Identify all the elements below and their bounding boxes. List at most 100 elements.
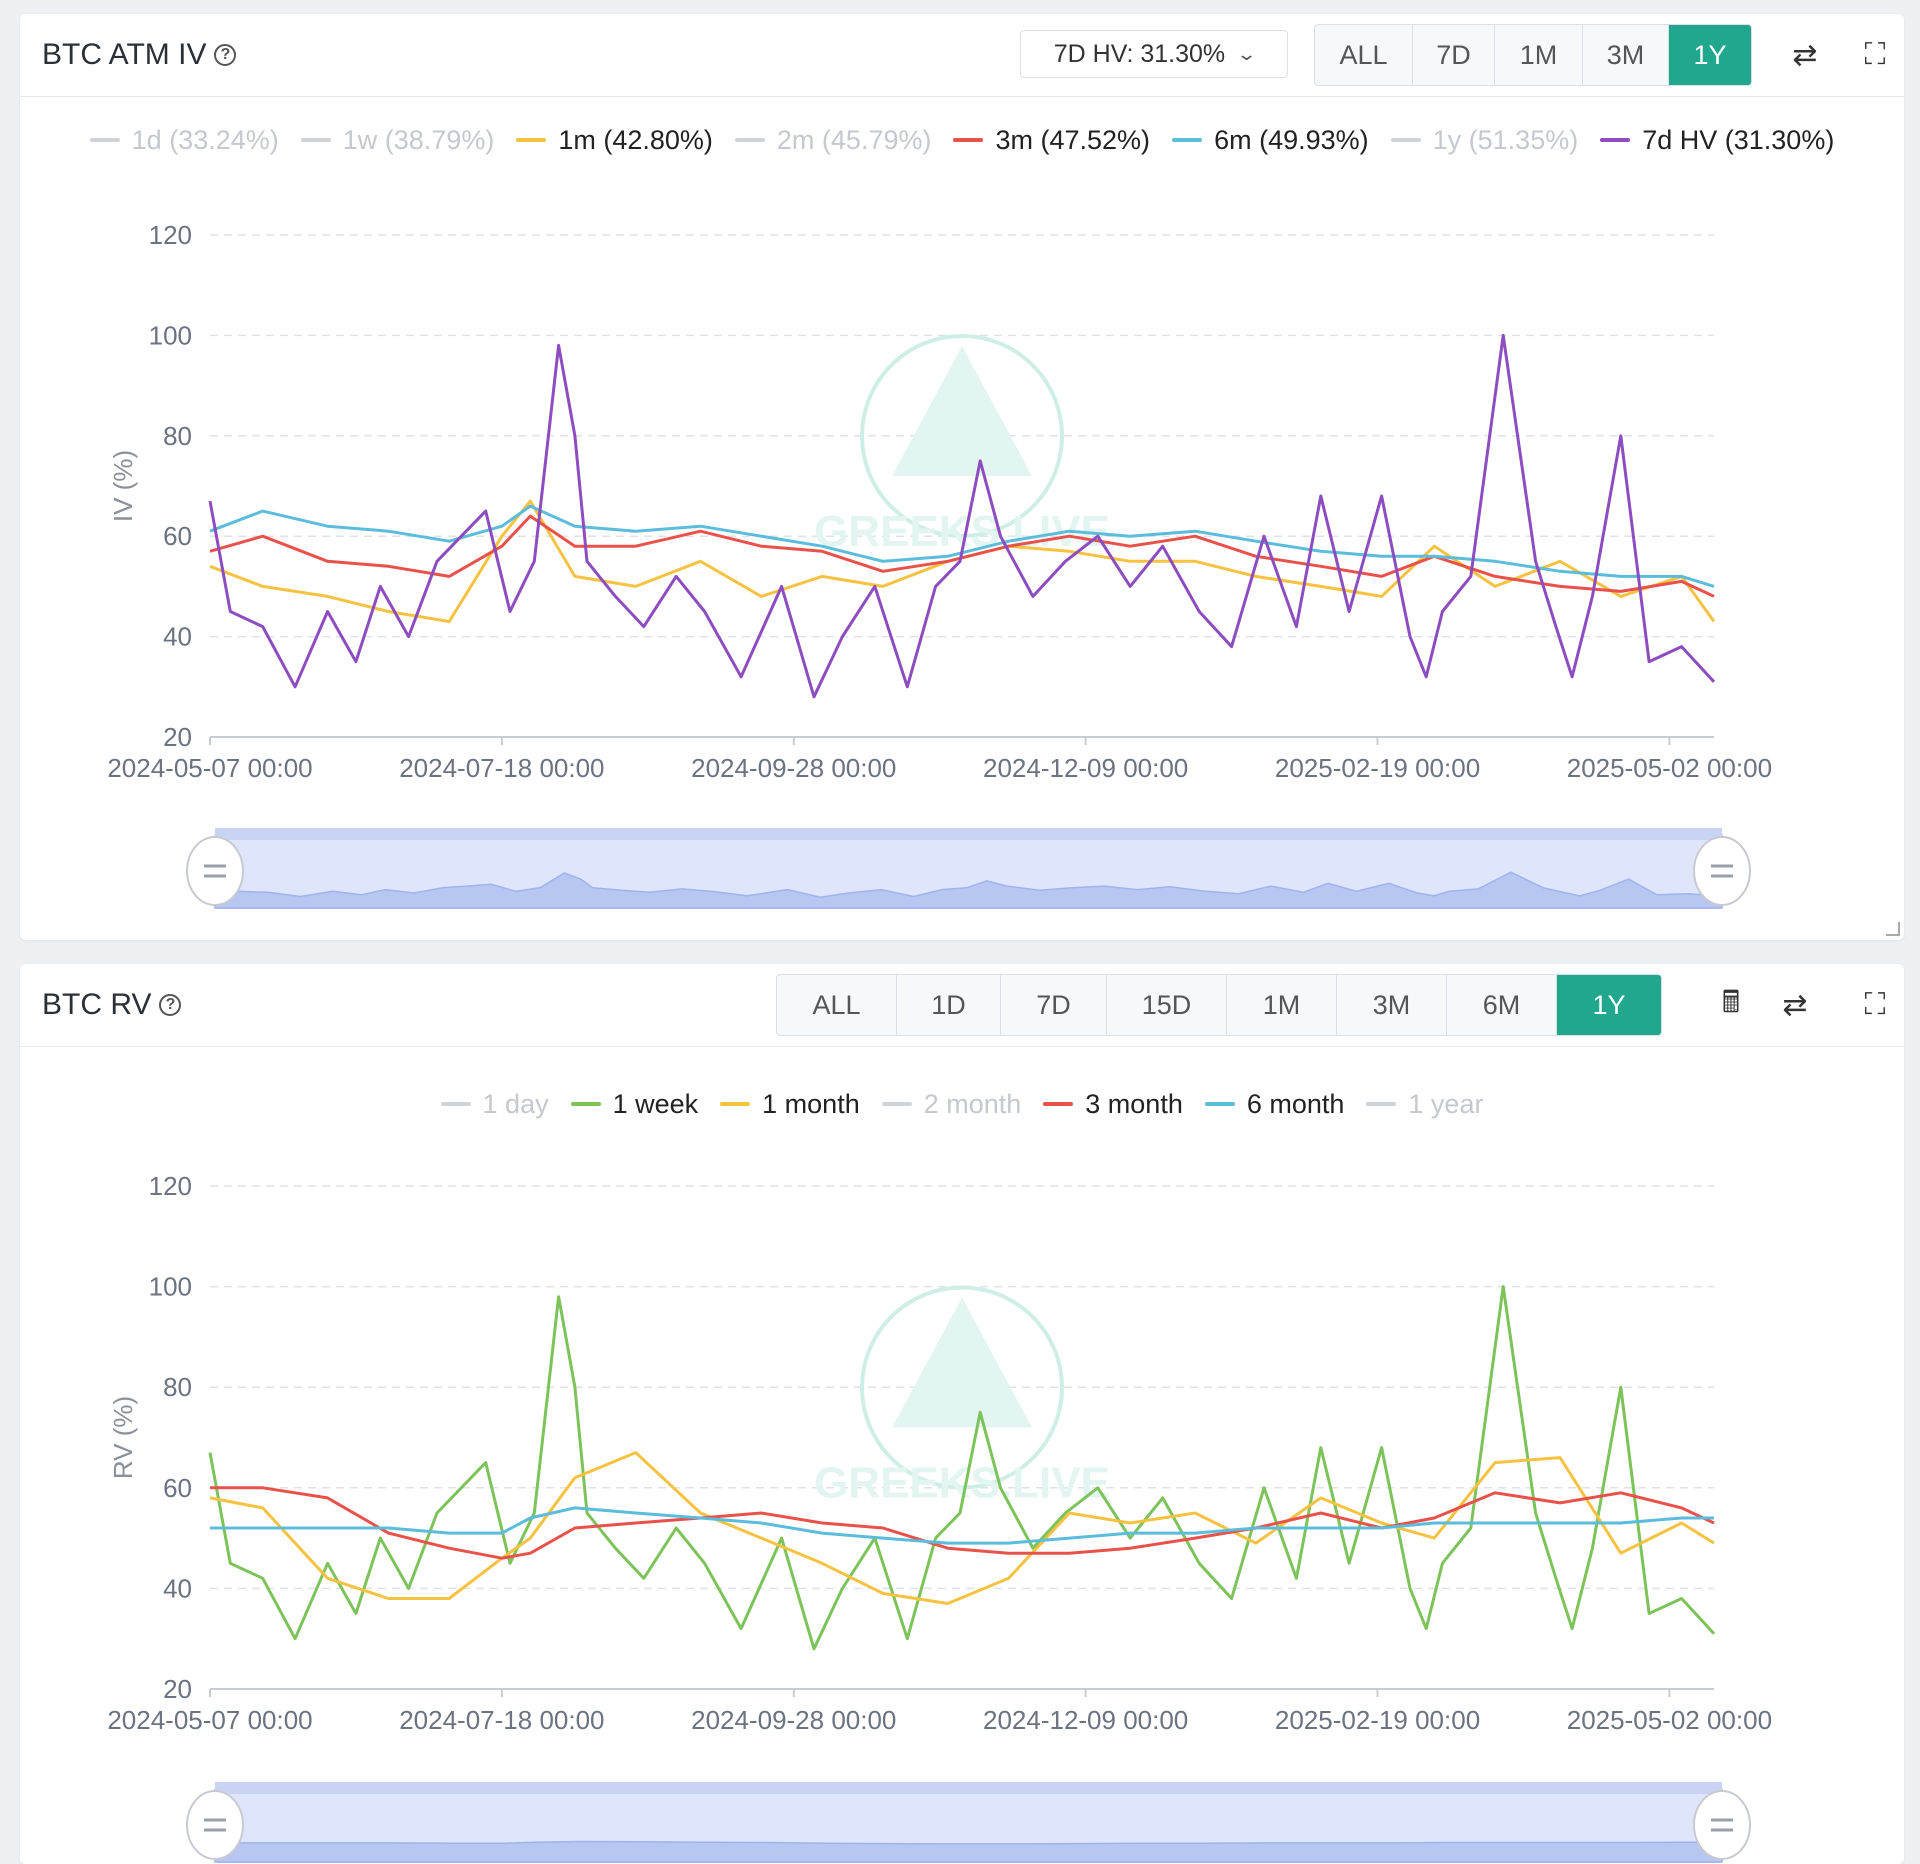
watermark-logo-icon [892,1297,1032,1428]
legend-label: 6m (49.93%) [1214,124,1369,155]
y-axis-label: IV (%) [108,450,138,522]
legend-item[interactable]: 3m (47.52%) [953,125,1150,156]
series-line [208,333,1716,699]
zoom-slider-handle[interactable] [1693,836,1751,906]
legend-label: 1 day [482,1088,549,1119]
range-button-6m[interactable]: 6M [1447,975,1557,1035]
legend-label: 1y (51.35%) [1432,124,1579,155]
x-tick-label: 2025-05-02 00:00 [1567,1705,1772,1735]
legend-item[interactable]: 2m (45.79%) [734,124,932,156]
iv-range-buttons: ALL 7D 1M 3M 1Y [1314,24,1752,86]
rv-chart: 20 40 60 80 100 120 2024-05-07 00:00 2024-07-18… [107,1171,1772,1863]
watermark-logo-icon [860,1285,1064,1490]
legend-item[interactable]: 2 month [881,1088,1022,1120]
x-tick-label: 2024-12-09 00:00 [983,1705,1188,1735]
legend-swatch [881,1102,912,1106]
x-tick-label: 2024-07-18 00:00 [399,753,604,783]
legend-item[interactable]: 1w (38.79%) [300,124,495,156]
range-button-1d[interactable]: 1D [897,975,1001,1035]
resize-handle-icon[interactable] [1886,922,1900,936]
help-icon[interactable]: ? [214,44,237,66]
calculator-icon[interactable]: 🖩 [1722,985,1740,1019]
y-tick-label: 60 [163,521,192,551]
legend-item[interactable]: 1 year [1366,1089,1483,1120]
range-button-1m[interactable]: 1M [1227,975,1337,1035]
rv-panel-header: BTC RV ? ALL 1D 7D 15D 1M 3M 6M 1Y 🖩 ⇄ ⛶ [20,964,1904,1047]
legend-label: 2m (45.79%) [776,124,932,155]
hv-select-dropdown[interactable]: 7D HV: 31.30% ⌄ [1020,30,1288,78]
legend-label: 3m (47.52%) [995,124,1151,155]
series-line [209,1451,1715,1605]
y-tick-label: 80 [163,1372,192,1402]
help-icon[interactable]: ? [159,994,182,1016]
range-button-7d[interactable]: 7D [1001,975,1107,1035]
legend-swatch [1390,138,1421,142]
series-line [210,1506,1714,1545]
rv-legend: 1 day 1 week 1 month 2 month 3 month 6 month 1… [20,1084,1904,1124]
legend-label: 1 month [762,1088,860,1119]
legend-label: 6 month [1246,1088,1345,1119]
y-tick-label: 120 [149,1171,192,1201]
watermark-logo-icon [860,334,1064,538]
legend-item[interactable]: 1 month [720,1089,860,1120]
legend-swatch [570,1102,601,1106]
y-axis-label: RV (%) [108,1396,138,1479]
legend-item[interactable]: 1m (42.80%) [516,125,713,156]
legend-item[interactable]: 3 month [1043,1089,1183,1120]
iv-panel: BTC ATM IV ? 7D HV: 31.30% ⌄ ALL 7D 1M 3M 1Y… [20,14,1904,940]
zoom-slider-handle[interactable] [1693,1790,1751,1860]
x-tick-label: 2024-09-28 00:00 [691,753,896,783]
x-tick-label: 2024-05-07 00:00 [107,753,312,783]
legend-item[interactable]: 6 month [1204,1088,1345,1120]
legend-label: 1w (38.79%) [342,124,495,155]
range-button-15d[interactable]: 15D [1107,975,1227,1035]
legend-swatch [1600,138,1631,142]
y-tick-label: 60 [163,1473,192,1503]
zoom-slider-handle[interactable] [186,1790,244,1860]
legend-label: 2 month [923,1088,1022,1119]
iv-chart: 20 40 60 80 100 120 2024-05-07 00:00 2024-07-18… [107,220,1772,909]
range-button-all[interactable]: ALL [777,975,897,1035]
legend-item[interactable]: 1y (51.35%) [1390,124,1579,156]
y-tick-label: 40 [163,1573,192,1603]
legend-swatch [953,138,984,142]
swap-icon[interactable]: ⇄ [1792,38,1818,72]
y-tick-label: 40 [163,622,192,652]
legend-swatch [89,138,120,142]
zoom-slider-bar[interactable] [215,828,1722,840]
legend-swatch [1043,1102,1074,1106]
fullscreen-icon[interactable]: ⛶ [1864,988,1886,1021]
range-button-7d[interactable]: 7D [1413,25,1495,85]
legend-item[interactable]: 1 week [570,1089,698,1120]
range-button-1y[interactable]: 1Y [1669,25,1751,85]
range-button-1m[interactable]: 1M [1495,25,1583,85]
range-button-all[interactable]: ALL [1315,25,1413,85]
rv-title-text: BTC RV [42,988,152,1021]
chevron-down-icon: ⌄ [1236,43,1258,64]
x-tick-label: 2024-09-28 00:00 [691,1705,896,1735]
range-button-3m[interactable]: 3M [1337,975,1447,1035]
y-tick-label: 20 [163,722,192,752]
watermark-logo-icon [892,346,1032,476]
legend-swatch [440,1102,471,1106]
series-line [209,514,1715,598]
zoom-slider-preview [214,871,1723,909]
rv-range-buttons: ALL 1D 7D 15D 1M 3M 6M 1Y [776,974,1662,1036]
legend-swatch [516,138,547,142]
y-tick-label: 100 [149,1272,192,1302]
series-line [210,1486,1715,1560]
zoom-slider-bar[interactable] [215,1782,1722,1794]
legend-swatch [1172,138,1203,142]
fullscreen-icon[interactable]: ⛶ [1864,38,1886,71]
legend-item[interactable]: 6m (49.93%) [1172,125,1369,156]
x-tick-label: 2024-05-07 00:00 [107,1705,312,1735]
legend-item[interactable]: 7d HV (31.30%) [1600,125,1834,156]
legend-item[interactable]: 1d (33.24%) [89,125,279,156]
legend-swatch [300,138,331,142]
range-button-3m[interactable]: 3M [1583,25,1669,85]
zoom-slider-handle[interactable] [186,836,244,906]
swap-icon[interactable]: ⇄ [1782,988,1808,1022]
range-button-1y[interactable]: 1Y [1557,975,1661,1035]
legend-item[interactable]: 1 day [440,1088,549,1120]
legend-swatch [720,1102,751,1106]
